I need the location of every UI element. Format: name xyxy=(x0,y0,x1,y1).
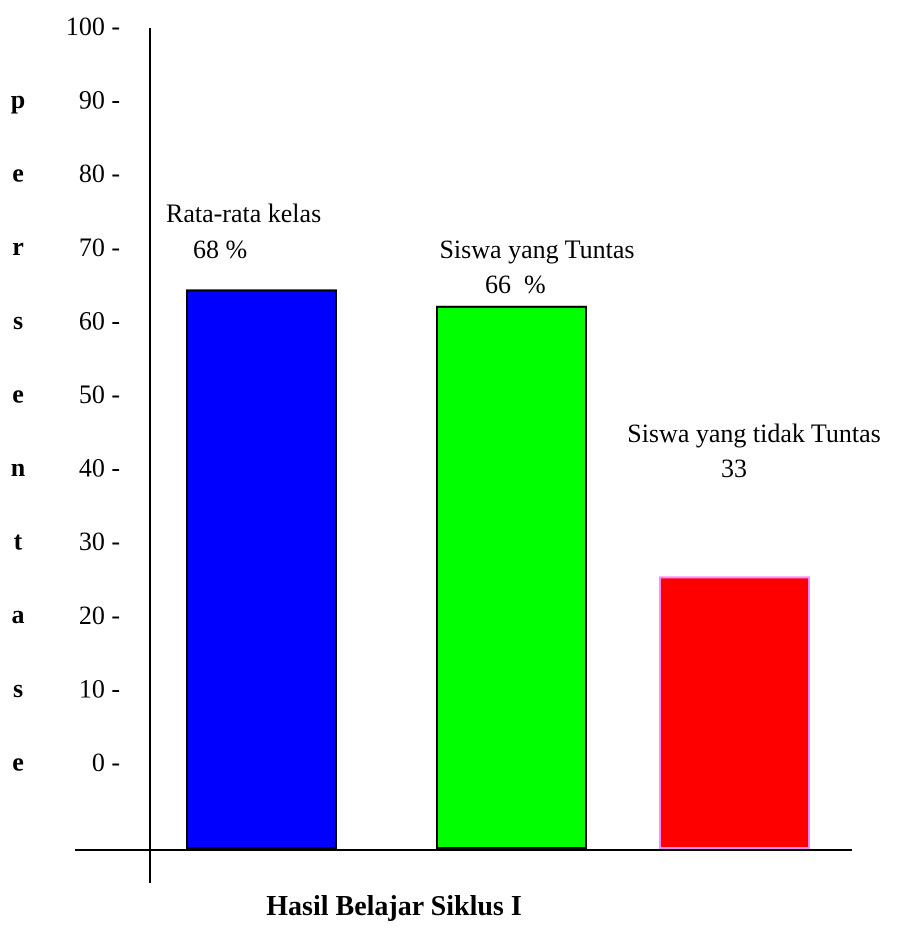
y-tick-label: 40 - xyxy=(79,454,120,483)
x-axis-label: Hasil Belajar Siklus I xyxy=(266,891,521,922)
y-tick-label: 60 - xyxy=(79,306,120,335)
bar-value-label: 68 % xyxy=(193,235,247,264)
bar-value-label: 66 % xyxy=(485,270,546,299)
y-axis-label-letter: p xyxy=(11,85,25,114)
axes xyxy=(75,28,852,883)
y-tick-label: 50 - xyxy=(79,380,120,409)
y-tick-labels: 100 - 90 - 80 - 70 - 60 - 50 - 40 - 30 - 20 - 10 … xyxy=(66,12,120,777)
bars xyxy=(186,289,810,850)
y-axis-label-letter: e xyxy=(12,379,24,408)
bar-annotations: Rata-rata kelas 68 % Siswa yang Tuntas 66 %… xyxy=(166,199,881,483)
y-axis-label-letter: n xyxy=(11,453,26,482)
y-tick-label: 0 - xyxy=(92,748,120,777)
y-axis-label-letter: s xyxy=(13,674,23,703)
y-axis-label-letter: s xyxy=(13,306,23,335)
bar-value-label: 33 xyxy=(721,454,747,483)
y-tick-label: 20 - xyxy=(79,601,120,630)
y-tick-label: 10 - xyxy=(79,674,120,703)
y-axis-label-letter: e xyxy=(12,159,24,188)
y-axis-label-letter: e xyxy=(12,747,24,776)
bar xyxy=(436,305,587,849)
y-axis-label-letter: a xyxy=(12,600,25,629)
y-tick-label: 70 - xyxy=(79,233,120,262)
y-axis-label-letter: t xyxy=(14,527,23,556)
bar-category-label: Rata-rata kelas xyxy=(166,199,321,228)
y-tick-label: 100 - xyxy=(66,12,120,41)
bar-category-label: Siswa yang Tuntas xyxy=(439,235,634,264)
y-axis-label: p e r s e n t a s e xyxy=(11,85,26,776)
y-tick-label: 90 - xyxy=(79,86,120,115)
bar-category-label: Siswa yang tidak Tuntas xyxy=(627,419,881,448)
bar xyxy=(659,576,810,850)
y-tick-label: 80 - xyxy=(79,159,120,188)
y-axis-label-letter: r xyxy=(12,232,24,261)
y-tick-label: 30 - xyxy=(79,527,120,556)
bar xyxy=(186,289,337,849)
